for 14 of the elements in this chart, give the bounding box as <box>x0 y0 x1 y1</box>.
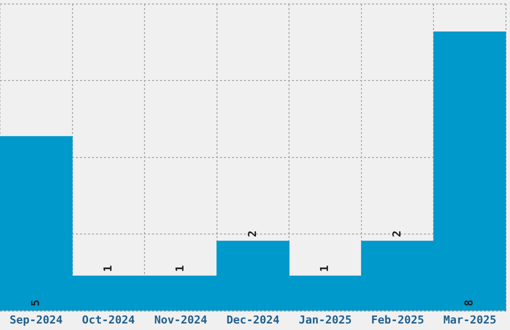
x-tick-label: Jan-2025 <box>298 313 352 326</box>
data-label: 5 <box>29 300 42 306</box>
x-tick-label: Nov-2024 <box>154 313 208 326</box>
x-tick-label: Feb-2025 <box>371 313 424 326</box>
data-label: 1 <box>174 264 187 272</box>
x-tick-label: Sep-2024 <box>10 313 64 326</box>
x-tick-label: Dec-2024 <box>226 313 280 326</box>
data-label: 1 <box>101 264 114 272</box>
data-label: 2 <box>246 230 259 238</box>
data-label: 8 <box>462 300 476 306</box>
x-tick-label: Oct-2024 <box>82 313 136 326</box>
data-label: 2 <box>390 230 404 238</box>
x-tick-label: Mar-2025 <box>443 313 496 326</box>
data-label: 1 <box>318 264 332 272</box>
